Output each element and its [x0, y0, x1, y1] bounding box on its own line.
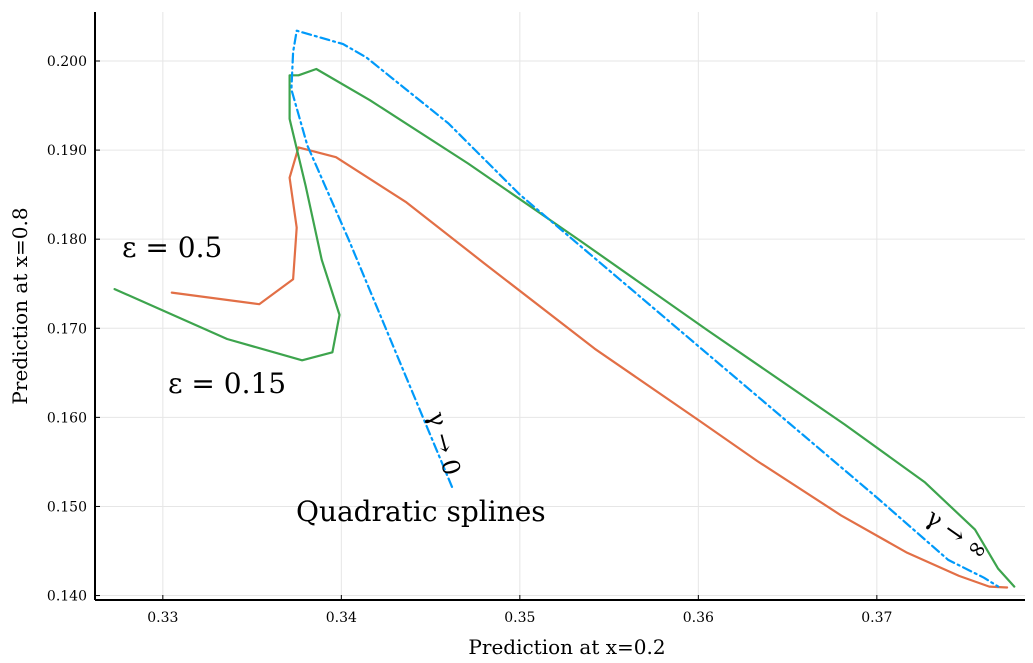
y-tick-label: 0.140: [47, 589, 87, 605]
ticks: 0.33 0.34 0.35 0.36 0.37 0.140 0.150 0.160 0.170…: [47, 54, 893, 626]
annotation-quadratic-splines: Quadratic splines: [296, 495, 546, 528]
annotation-eps-0-5: ε = 0.5: [122, 231, 222, 264]
y-tick-label: 0.150: [47, 499, 87, 515]
y-tick-label: 0.160: [47, 410, 87, 426]
x-tick-label: 0.35: [504, 610, 535, 626]
y-axis-title: Prediction at x=0.8: [8, 207, 32, 404]
axes: [94, 12, 1025, 601]
y-tick-label: 0.200: [47, 54, 87, 70]
x-tick-label: 0.34: [326, 610, 357, 626]
series-line-1: [170, 146, 1009, 589]
y-tick-label: 0.190: [47, 143, 87, 159]
series-line-3: [290, 29, 1000, 588]
grid: [95, 12, 1025, 600]
x-tick-label: 0.33: [147, 610, 178, 626]
x-tick-label: 0.37: [861, 610, 892, 626]
annotations: ε = 0.5 ε = 0.15 γ → 0 Quadratic splines…: [122, 231, 994, 566]
series-line-2: [113, 67, 1016, 588]
x-tick-label: 0.36: [683, 610, 714, 626]
y-tick-label: 0.170: [47, 321, 87, 337]
y-tick-label: 0.180: [47, 232, 87, 248]
annotation-eps-0-15: ε = 0.15: [168, 367, 286, 400]
series-group: [113, 29, 1016, 589]
x-axis-title: Prediction at x=0.2: [468, 635, 665, 659]
